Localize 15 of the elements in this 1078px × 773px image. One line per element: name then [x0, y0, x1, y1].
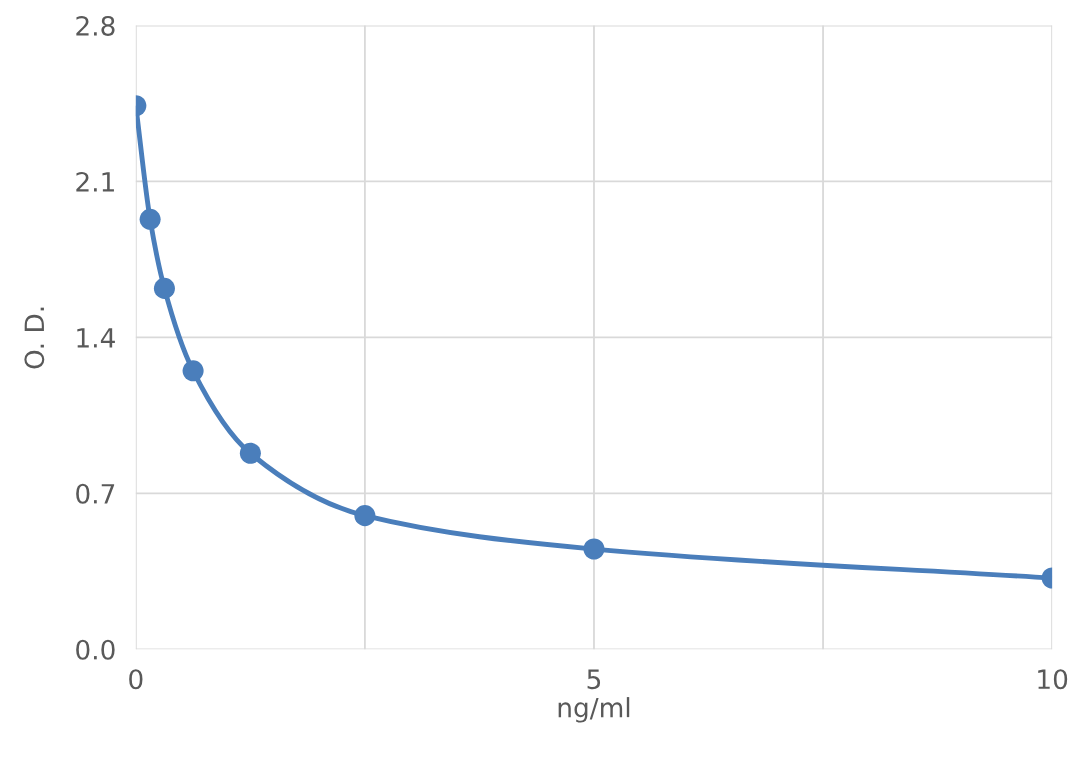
point — [139, 208, 161, 230]
y-tick-label: 2.1 — [76, 171, 114, 192]
point — [153, 277, 175, 299]
x-axis-title: ng/ml — [558, 697, 630, 723]
y-tick-label: 2.8 — [76, 15, 115, 36]
y-tick-label: 0.7 — [76, 483, 115, 504]
point — [239, 442, 261, 464]
x-tick-label: 5 — [587, 669, 601, 690]
x-tick-label: 0 — [129, 669, 143, 690]
point — [182, 360, 204, 382]
y-axis-title: O. D. — [24, 307, 45, 369]
y-tick-label: 0.0 — [76, 639, 115, 660]
x-tick-label: 10 — [1038, 669, 1068, 690]
y-tick-label: 1.4 — [77, 328, 115, 348]
point — [354, 505, 376, 527]
